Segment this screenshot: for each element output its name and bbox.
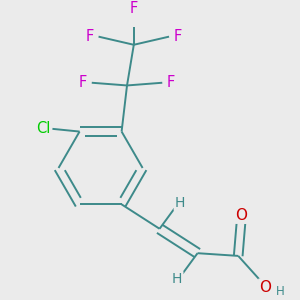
Text: H: H (175, 196, 185, 210)
Text: O: O (236, 208, 247, 223)
Text: F: F (167, 75, 175, 90)
Text: F: F (130, 1, 138, 16)
Text: H: H (276, 285, 285, 298)
Text: Cl: Cl (36, 121, 50, 136)
Text: H: H (172, 272, 182, 286)
Text: F: F (174, 29, 182, 44)
Text: O: O (259, 280, 271, 295)
Text: F: F (79, 75, 87, 90)
Text: F: F (86, 29, 94, 44)
